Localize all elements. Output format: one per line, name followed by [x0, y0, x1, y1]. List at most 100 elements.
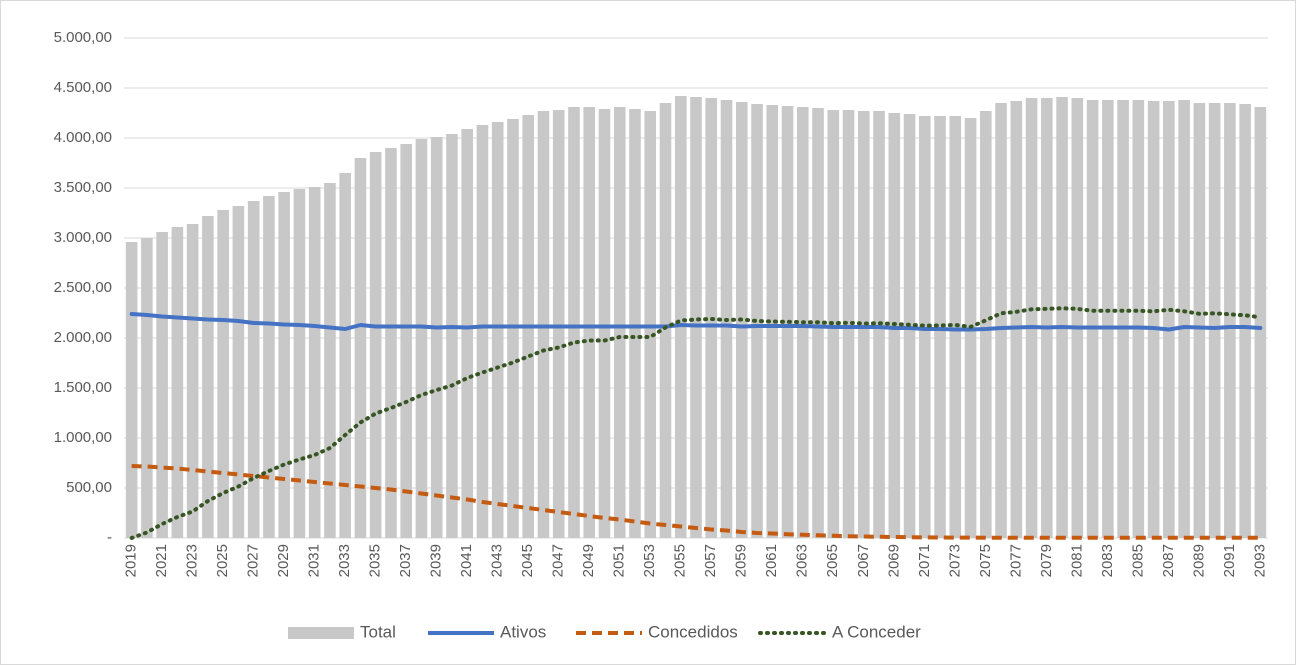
- x-tick-label: 2045: [519, 544, 536, 577]
- x-tick-label: 2075: [977, 544, 994, 577]
- bar: [125, 242, 138, 538]
- bar: [232, 206, 245, 538]
- bar: [1147, 101, 1160, 538]
- x-tick-label: 2093: [1251, 544, 1268, 577]
- x-tick-label: 2071: [916, 544, 933, 577]
- x-tick-label: 2021: [153, 544, 170, 577]
- bar: [1056, 97, 1068, 538]
- y-tick-label: 5.000,00: [54, 29, 112, 46]
- x-tick-label: 2089: [1190, 544, 1207, 577]
- x-tick-label: 2029: [275, 544, 292, 577]
- y-tick-label: 4.000,00: [54, 129, 112, 146]
- x-tick-label: 2087: [1160, 544, 1177, 577]
- legend-item: Concedidos: [576, 622, 738, 641]
- x-tick-label: 2023: [184, 544, 201, 577]
- legend-label: A Conceder: [832, 622, 921, 641]
- x-tick-label: 2031: [306, 544, 323, 577]
- y-tick-label: 4.500,00: [54, 79, 112, 96]
- bar: [552, 110, 565, 538]
- bar: [308, 187, 321, 538]
- bar: [568, 107, 580, 538]
- bar: [659, 103, 672, 538]
- x-tick-label: 2037: [397, 544, 414, 577]
- bar: [141, 238, 153, 538]
- bar: [1193, 103, 1206, 538]
- x-tick-label: 2027: [245, 544, 262, 577]
- x-tick-label: 2041: [458, 544, 475, 577]
- x-tick-label: 2053: [641, 544, 658, 577]
- x-tick-label: 2091: [1221, 544, 1238, 577]
- y-tick-label: -: [107, 529, 112, 546]
- bar: [583, 107, 596, 538]
- x-tick-label: 2077: [1007, 544, 1024, 577]
- bar: [278, 192, 290, 538]
- bar: [369, 152, 382, 538]
- x-tick-label: 2067: [855, 544, 872, 577]
- bar: [857, 111, 870, 538]
- series-line: [129, 312, 1263, 332]
- bar: [491, 122, 504, 538]
- x-tick-label: 2063: [794, 544, 811, 577]
- bar: [949, 116, 962, 538]
- bar: [995, 103, 1007, 538]
- bar: [751, 104, 763, 538]
- x-tick-label: 2019: [123, 544, 140, 577]
- bar: [293, 189, 306, 538]
- x-tick-label: 2065: [824, 544, 841, 577]
- x-tick-label: 2083: [1099, 544, 1116, 577]
- x-tick-label: 2043: [489, 544, 506, 577]
- bar: [1132, 100, 1145, 538]
- x-tick-label: 2055: [672, 544, 689, 577]
- series-line: [131, 464, 1261, 540]
- bar: [766, 105, 779, 538]
- bar: [674, 96, 687, 538]
- bar: [1117, 100, 1129, 538]
- bar: [415, 139, 428, 538]
- bar: [1041, 98, 1053, 538]
- legend-item: Ativos: [428, 622, 546, 641]
- legend-item: A Conceder: [758, 622, 921, 641]
- x-tick-label: 2081: [1068, 544, 1085, 577]
- x-tick-label: 2035: [367, 544, 384, 577]
- bar: [217, 210, 229, 538]
- x-tick-label: 2047: [550, 544, 567, 577]
- bar: [186, 224, 199, 538]
- bar: [980, 111, 992, 538]
- bar: [202, 216, 214, 538]
- bar: [1254, 107, 1267, 538]
- legend-label: Total: [360, 622, 396, 641]
- bar: [1163, 101, 1175, 538]
- legend-swatch: [288, 627, 354, 639]
- x-tick-label: 2059: [733, 544, 750, 577]
- y-tick-label: 2.000,00: [54, 329, 112, 346]
- bar: [446, 134, 458, 538]
- bar: [385, 148, 397, 538]
- bar: [1208, 103, 1221, 538]
- x-tick-label: 2085: [1129, 544, 1146, 577]
- bar: [1239, 104, 1251, 538]
- x-tick-label: 2079: [1038, 544, 1055, 577]
- y-tick-label: 1.000,00: [54, 429, 112, 446]
- series-line: [129, 306, 1263, 540]
- bar: [1010, 101, 1023, 538]
- bar: [156, 232, 168, 538]
- bar: [400, 144, 412, 538]
- bar: [1224, 103, 1236, 538]
- bar: [1025, 98, 1038, 538]
- bar: [247, 201, 260, 538]
- bar: [1071, 98, 1084, 538]
- x-tick-label: 2069: [885, 544, 902, 577]
- y-tick-label: 500,00: [66, 479, 112, 496]
- y-tick-label: 3.000,00: [54, 229, 112, 246]
- bar: [263, 196, 275, 538]
- bar: [476, 125, 489, 538]
- bar: [354, 158, 367, 538]
- x-tick-label: 2039: [428, 544, 445, 577]
- y-tick-label: 3.500,00: [54, 179, 112, 196]
- bar: [1178, 100, 1190, 538]
- bar: [1102, 100, 1114, 538]
- y-tick-label: 2.500,00: [54, 279, 112, 296]
- x-tick-label: 2025: [214, 544, 231, 577]
